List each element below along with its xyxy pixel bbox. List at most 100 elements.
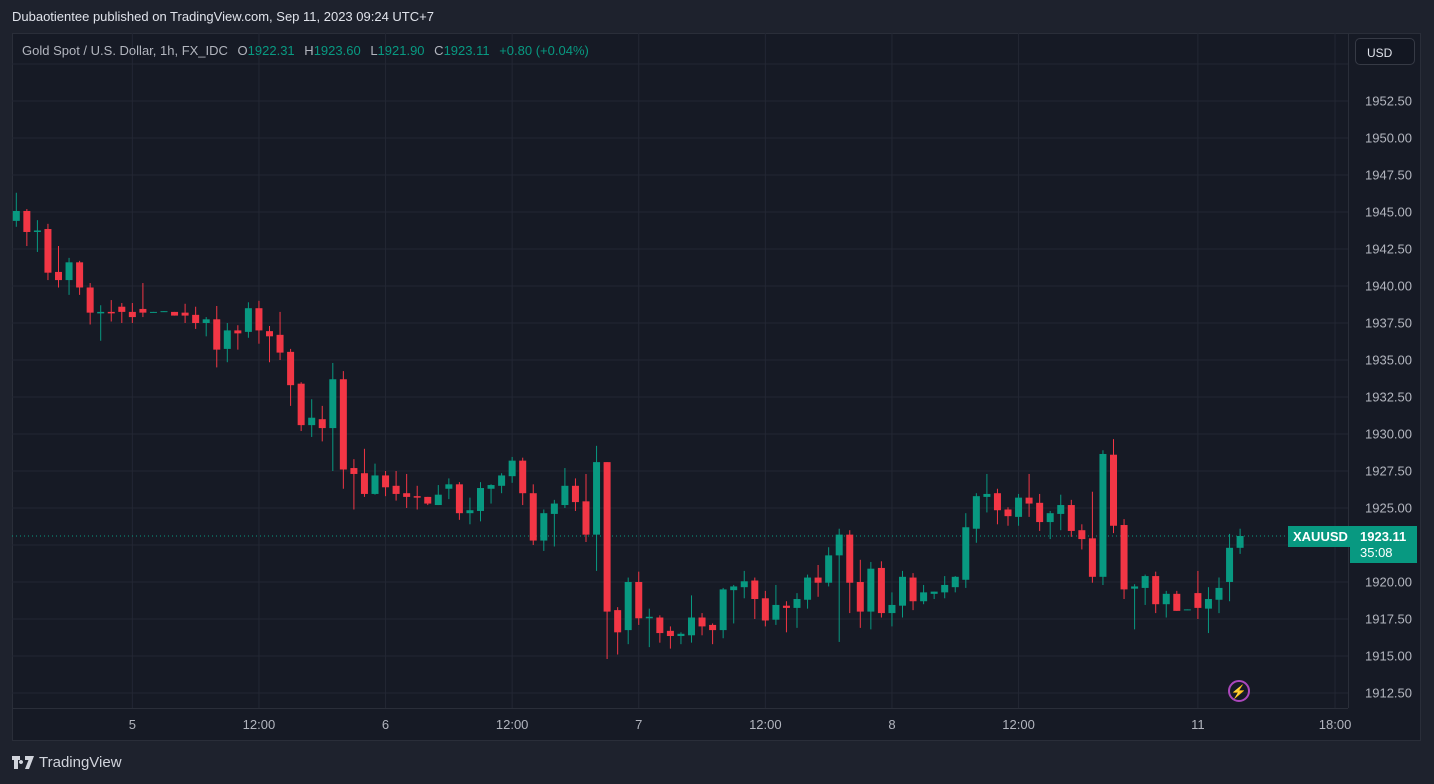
candle-body-down — [603, 462, 611, 612]
price-tick-label: 1940.00 — [1365, 278, 1412, 294]
candle-body-down — [350, 468, 358, 474]
candle-body-up — [740, 581, 748, 588]
price-tick-label: 1947.50 — [1365, 167, 1412, 183]
candle-body-up — [899, 576, 906, 606]
candle-body-up — [1099, 453, 1107, 577]
candle-body-up — [719, 589, 727, 631]
candle-body-down — [635, 582, 643, 619]
candle-body-up — [202, 319, 210, 323]
candle-body-down — [266, 331, 273, 337]
time-tick-label: 11 — [1191, 717, 1205, 732]
candle-body-up — [561, 485, 569, 506]
candle-body-up — [930, 591, 938, 594]
candle-body-up — [1226, 547, 1234, 582]
candle-body-down — [751, 580, 759, 600]
candle-body-up — [244, 308, 252, 332]
candle-body-down — [1194, 593, 1202, 608]
candle-body-down — [339, 379, 347, 470]
price-axis[interactable]: 1912.501915.001917.501920.001922.501925.… — [1348, 33, 1422, 708]
price-tick-label: 1920.00 — [1365, 574, 1412, 590]
change-value: +0.80 (+0.04%) — [499, 43, 589, 58]
candle-body-down — [192, 314, 200, 323]
candle-body-up — [12, 210, 20, 221]
candle-body-down — [382, 475, 390, 488]
candle-body-up — [477, 488, 484, 511]
candlestick-plot[interactable] — [12, 33, 1348, 708]
candle-body-down — [413, 496, 421, 498]
candle-body-down — [181, 312, 189, 316]
candle-body-up — [835, 534, 843, 556]
candle-body-down — [856, 582, 864, 612]
candle-body-up — [329, 379, 337, 429]
candle-body-up — [825, 555, 833, 583]
time-tick-label: 12:00 — [1002, 717, 1035, 732]
candle-body-down — [1067, 505, 1075, 531]
candle-body-up — [688, 617, 695, 636]
candle-body-down — [1173, 593, 1181, 611]
time-axis[interactable]: 5 12:00 6 12:00 7 12:00 8 12:00 11 18:00 — [12, 708, 1351, 742]
time-tick-label: 6 — [381, 717, 390, 732]
candle-body-down — [614, 610, 622, 633]
time-tick-label: 12:00 — [242, 717, 276, 732]
candle-body-down — [993, 493, 1001, 511]
candle-body-up — [97, 311, 105, 314]
candle-body-up — [1215, 587, 1223, 600]
candle-body-up — [1183, 609, 1191, 611]
candle-body-down — [782, 605, 790, 608]
candle-body-down — [234, 330, 242, 334]
candle-body-down — [276, 334, 284, 353]
candle-body-down — [1078, 530, 1086, 540]
candle-body-up — [962, 527, 970, 580]
candle-body-up — [941, 584, 949, 593]
candle-body-up — [487, 485, 495, 489]
candle-body-down — [519, 460, 527, 494]
symbol-description[interactable]: Gold Spot / U.S. Dollar, 1h, FX_IDC — [22, 43, 228, 58]
candle-body-up — [730, 586, 738, 591]
candle-body-down — [582, 501, 590, 535]
time-tick-label: 12:00 — [749, 717, 782, 732]
candle-body-up — [65, 262, 73, 281]
candle-body-up — [1141, 576, 1149, 588]
candle-body-up — [371, 475, 379, 494]
price-tick-label: 1952.50 — [1365, 93, 1412, 109]
candle-body-up — [624, 582, 632, 631]
lightning-icon[interactable]: ⚡ — [1228, 680, 1250, 702]
candle-body-down — [76, 262, 84, 288]
candle-body-down — [1110, 454, 1117, 526]
candle-body-down — [666, 630, 674, 637]
currency-button[interactable]: USD — [1355, 38, 1415, 65]
candle-body-up — [920, 592, 928, 602]
candle-body-down — [709, 624, 717, 631]
candle-body-down — [1036, 502, 1044, 523]
candle-body-down — [213, 319, 221, 350]
candle-body-up — [445, 484, 453, 489]
time-tick-label: 18:00 — [1318, 717, 1352, 732]
candle-body-up — [1236, 535, 1244, 548]
candle-body-up — [677, 633, 685, 637]
time-tick-label: 5 — [128, 717, 136, 732]
price-tick-label: 1950.00 — [1365, 130, 1412, 146]
candle-body-down — [287, 351, 295, 386]
price-tick-label: 1930.00 — [1365, 426, 1412, 442]
candle-body-up — [498, 475, 506, 486]
candle-body-up — [888, 604, 896, 614]
tradingview-logo[interactable]: TradingView — [12, 754, 122, 771]
close-value: 1923.11 — [443, 43, 490, 58]
tradingview-logo-icon — [12, 756, 34, 769]
candle-body-down — [698, 617, 706, 627]
close-label: C — [434, 43, 444, 58]
candle-body-up — [1162, 593, 1170, 605]
candle-body-down — [909, 577, 917, 602]
candle-body-up — [1131, 586, 1139, 589]
price-tick-label: 1915.00 — [1365, 648, 1412, 664]
candle-body-down — [877, 567, 885, 614]
candle-body-up — [593, 462, 601, 535]
candle-body-down — [529, 493, 537, 541]
time-tick-label: 7 — [635, 717, 643, 732]
candle-body-up — [149, 311, 157, 313]
candle-body-down — [128, 311, 136, 318]
published-caption: Dubaotientee published on TradingView.co… — [12, 9, 434, 24]
bar-countdown: 35:08 — [1360, 545, 1393, 560]
chart-frame — [12, 33, 1421, 741]
candle-body-down — [455, 484, 463, 514]
